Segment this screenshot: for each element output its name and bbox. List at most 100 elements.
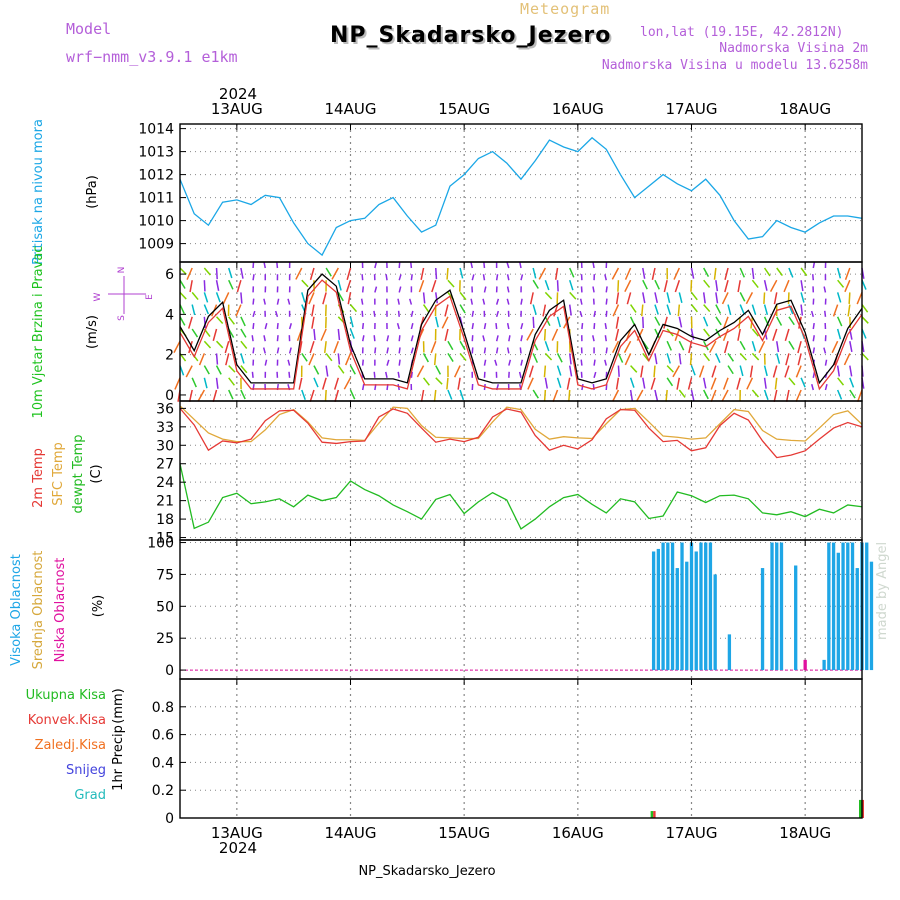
- wind-vector: [703, 267, 710, 277]
- compass-south: S: [117, 315, 127, 321]
- wind-vector: [520, 359, 524, 366]
- wind-vector: [189, 280, 193, 293]
- wind-vector: [763, 316, 770, 327]
- wind-vector: [722, 377, 729, 390]
- wind-vector: [751, 389, 759, 398]
- wind-vector: [642, 267, 646, 279]
- wind-vector: [526, 328, 534, 341]
- wind-vector: [343, 377, 352, 390]
- coords-label: lon,lat (19.15E, 42.2812N): [640, 25, 844, 40]
- wind-vector: [240, 353, 245, 364]
- wind-vector: [568, 389, 571, 402]
- wind-vector: [313, 328, 316, 341]
- wind-vector: [228, 279, 234, 290]
- wind-vector: [654, 292, 659, 304]
- wind-vector: [420, 389, 425, 402]
- wind-vector: [398, 359, 401, 366]
- wind-vector: [710, 389, 717, 402]
- wind-vector: [471, 274, 475, 281]
- wind-vector: [605, 286, 608, 293]
- wind-vector: [287, 298, 291, 305]
- wind-vector: [666, 340, 672, 351]
- wind-vector: [435, 267, 438, 280]
- wind-vector: [191, 304, 196, 316]
- wind-vector: [212, 328, 218, 342]
- y-tick-label: 0.8: [152, 700, 174, 716]
- wind-vector: [225, 353, 230, 366]
- wind-speed-line: [179, 273, 863, 385]
- wind-vector: [264, 323, 268, 330]
- wind-vector: [727, 352, 735, 362]
- wind-vector: [737, 280, 741, 293]
- wind-vector: [689, 353, 693, 366]
- cloud-bar: [831, 542, 836, 671]
- cloud-unit: (%): [91, 595, 106, 618]
- legend-conv-rain: Konvek.Kisa: [28, 713, 106, 728]
- wind-vector: [240, 365, 248, 374]
- wind-vector: [543, 389, 547, 402]
- wind-vector: [252, 298, 255, 305]
- wind-vector: [556, 353, 563, 363]
- wind-vector: [580, 359, 583, 366]
- wind-vector: [483, 286, 487, 293]
- wind-vector: [435, 292, 439, 304]
- wind-vector: [495, 347, 499, 354]
- wind-vector: [215, 280, 220, 291]
- wind-vector: [361, 335, 365, 342]
- wind-vector: [215, 267, 218, 280]
- wind-vector: [581, 383, 584, 391]
- wind-vector: [711, 365, 717, 378]
- wind-vector: [447, 389, 453, 400]
- wind-vector: [361, 310, 364, 317]
- model-name: wrf−nmm_v3.9.1 e1km: [66, 48, 238, 66]
- wind-vector: [264, 359, 268, 366]
- wind-vector: [749, 365, 754, 378]
- low-cloud-axis-title: Niska Oblacnost: [53, 558, 68, 663]
- wind-vector: [690, 291, 698, 301]
- cloud-bar: [713, 574, 717, 671]
- wind-vector: [360, 298, 364, 305]
- wind-vector: [617, 353, 624, 363]
- wind-vector: [654, 279, 660, 290]
- wind-vector: [723, 340, 729, 354]
- wind-vector: [751, 304, 757, 315]
- wind-vector: [430, 340, 437, 354]
- wind-vector: [715, 292, 719, 304]
- wind-vector: [795, 365, 802, 378]
- wind-vector: [831, 340, 839, 354]
- wind-vector: [690, 365, 696, 376]
- wind-vector: [519, 261, 522, 269]
- wind-vector: [763, 267, 771, 277]
- wind-vector: [763, 365, 768, 377]
- wind-vector: [215, 365, 222, 375]
- wind-vector: [615, 316, 620, 329]
- wind-vector: [856, 389, 863, 402]
- wind-vector: [301, 389, 306, 401]
- wind-vector: [824, 310, 827, 317]
- wind-vector: [629, 389, 634, 401]
- model-elevation-label: Nadmorska Visina u modelu 13.6258m: [601, 58, 868, 73]
- y-tick-label: 0: [165, 388, 174, 404]
- wind-vector: [843, 353, 851, 366]
- wind-vector: [663, 280, 668, 293]
- wind-vector: [398, 286, 402, 293]
- wind-vector: [617, 280, 620, 292]
- date-tick-label-bottom: 13AUG: [211, 824, 263, 842]
- wind-vector: [538, 267, 547, 280]
- wind-vector: [800, 304, 804, 316]
- wind-vector: [447, 352, 454, 362]
- wind-vector: [605, 347, 608, 354]
- cloud-bar: [850, 542, 855, 671]
- wind-vector: [287, 359, 291, 366]
- cloud-bar: [689, 542, 694, 671]
- wind-vector: [724, 280, 729, 293]
- wind-vector: [745, 292, 754, 305]
- wind-vector: [713, 267, 717, 280]
- wind-vector: [592, 286, 595, 293]
- wind-vector: [551, 328, 559, 341]
- wind-vector: [690, 280, 693, 292]
- wind-vector: [847, 304, 851, 317]
- wind-vector: [240, 267, 244, 279]
- wind-vector: [431, 279, 437, 293]
- wind-vector: [459, 389, 465, 401]
